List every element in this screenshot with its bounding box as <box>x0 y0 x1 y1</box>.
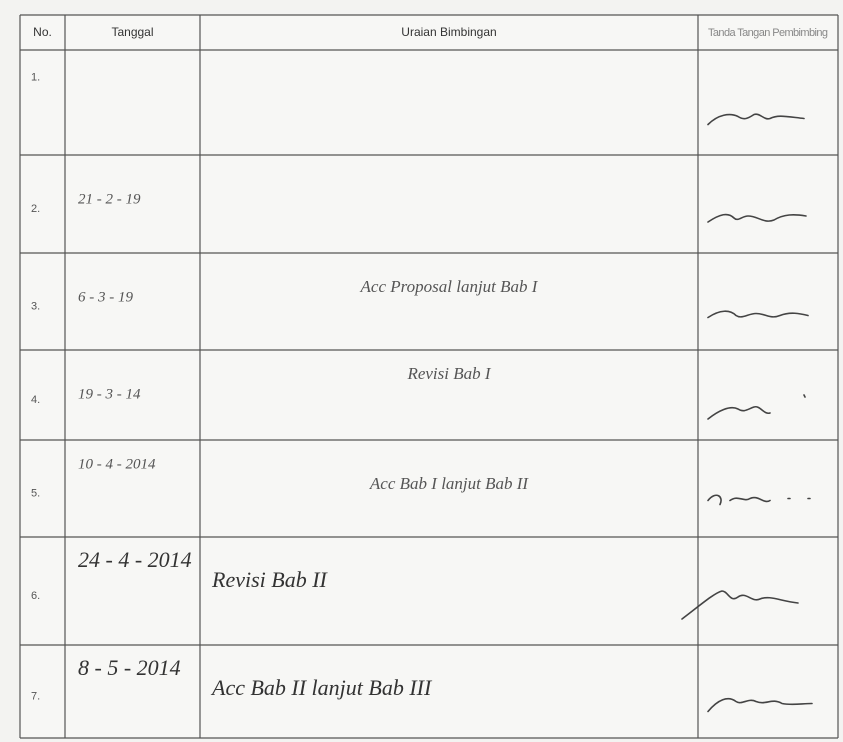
row-number: 2. <box>31 203 40 215</box>
row-number: 1. <box>31 71 40 83</box>
handwritten-description: Revisi Bab II <box>211 567 329 592</box>
signature <box>681 590 799 620</box>
row-number: 4. <box>31 394 40 406</box>
signature <box>707 113 805 126</box>
handwritten-description: Acc Proposal lanjut Bab I <box>360 277 539 296</box>
signature <box>707 698 813 713</box>
handwritten-date: 10 - 4 - 2014 <box>78 456 156 472</box>
signature <box>707 213 807 223</box>
signature <box>707 310 809 319</box>
header-cell: Tanggal <box>111 25 153 39</box>
signature <box>707 494 811 506</box>
handwritten-description: Revisi Bab I <box>406 364 491 383</box>
row-number: 3. <box>31 300 40 312</box>
row-number: 6. <box>31 590 40 602</box>
handwritten-date: 6 - 3 - 19 <box>78 289 133 305</box>
handwritten-date: 19 - 3 - 14 <box>78 386 141 402</box>
header-cell: Uraian Bimbingan <box>401 25 496 39</box>
handwritten-date: 24 - 4 - 2014 <box>78 547 192 572</box>
table-background <box>20 15 838 738</box>
handwritten-date: 21 - 2 - 19 <box>78 191 141 207</box>
header-cell: Tanda Tangan Pembimbing <box>708 27 828 39</box>
handwritten-description: Acc Bab II lanjut Bab III <box>210 675 433 700</box>
row-number: 7. <box>31 690 40 702</box>
handwritten-date: 8 - 5 - 2014 <box>78 655 181 680</box>
signature <box>707 394 806 420</box>
row-number: 5. <box>31 487 40 499</box>
handwritten-description: Acc Bab I lanjut Bab II <box>369 474 529 493</box>
header-cell: No. <box>33 25 52 39</box>
